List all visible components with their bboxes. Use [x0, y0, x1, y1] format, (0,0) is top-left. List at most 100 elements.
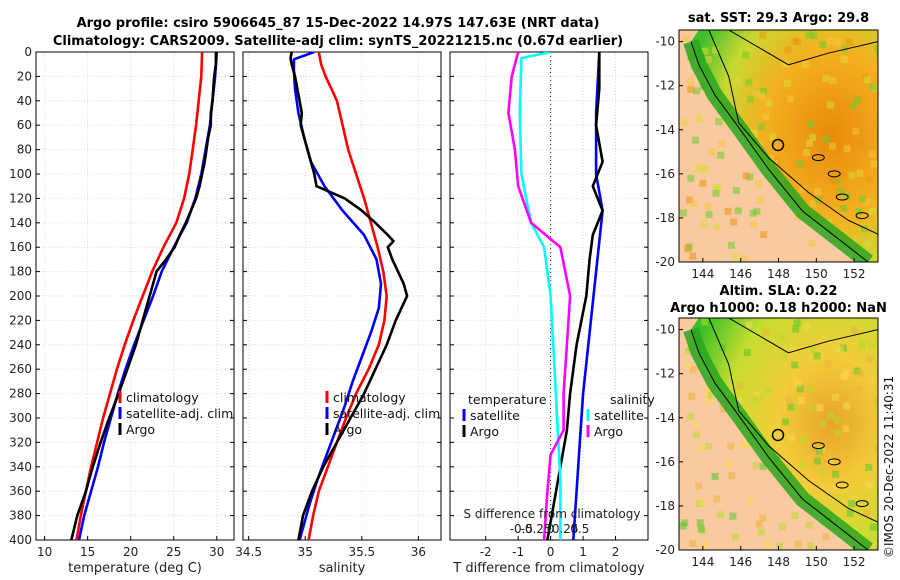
sst-map: 144 146 148 150 152 -10 -12 -14 -16 -18 -20 sat. SS… — [655, 11, 879, 281]
field-cell — [745, 78, 753, 86]
field-cell — [784, 80, 792, 87]
field-cell — [750, 221, 758, 229]
field-cell — [760, 87, 768, 95]
field-cell — [806, 139, 814, 147]
field-cell — [687, 78, 695, 86]
field-cell — [685, 196, 693, 204]
field-cell — [787, 403, 795, 411]
field-cell — [713, 223, 721, 231]
field-cell — [829, 142, 836, 150]
field-cell — [876, 52, 878, 60]
field-cell — [814, 188, 821, 196]
field-cell — [752, 462, 760, 470]
field-cell — [865, 176, 873, 184]
series-line-satellite-adj-clim — [292, 52, 383, 540]
reef-outline — [811, 154, 825, 162]
field-cell — [863, 509, 871, 517]
x-tick-label: 35 — [298, 545, 313, 559]
bathymetry-contour — [728, 30, 878, 66]
field-cell — [715, 118, 723, 126]
map-x-tick-label: 144 — [691, 267, 714, 281]
field-cell — [808, 404, 816, 412]
x-axis-label: temperature (deg C) — [68, 561, 202, 576]
field-cell — [735, 397, 743, 405]
field-cell — [803, 323, 811, 330]
series-line-temperature-satellite — [572, 52, 604, 540]
y-tick-label: 240 — [9, 338, 32, 352]
field-cell — [712, 183, 720, 191]
field-cell — [836, 346, 844, 354]
field-cell — [792, 325, 800, 333]
legend-entry: Argo — [333, 422, 362, 437]
field-cell — [819, 41, 827, 49]
field-cell — [808, 239, 816, 247]
field-cell — [687, 174, 695, 182]
field-cell — [719, 343, 727, 351]
field-cell — [827, 101, 834, 109]
legend-entry: climatology — [333, 390, 406, 405]
field-cell — [776, 542, 783, 550]
field-cell — [852, 127, 860, 135]
map-content — [679, 30, 878, 262]
map-y-tick-label: -20 — [655, 543, 675, 557]
field-cell — [781, 60, 789, 68]
field-cell — [717, 151, 725, 159]
field-cell — [759, 463, 767, 470]
field-cell — [689, 366, 697, 374]
map-y-tick-label: -10 — [655, 35, 675, 49]
field-cell — [856, 169, 864, 177]
field-cell — [746, 173, 754, 181]
reef-outline — [835, 193, 849, 201]
legend-entry: Argo — [594, 424, 623, 439]
map-y-tick-label: -14 — [655, 411, 675, 425]
y-tick-label: 340 — [9, 460, 32, 474]
field-cell — [696, 519, 704, 527]
field-cell — [778, 333, 786, 341]
field-cell — [807, 542, 815, 550]
series-line-climatology — [75, 52, 204, 540]
chart-difference-profile: -2 -1 0 1 2 T difference from climatology temp… — [449, 51, 655, 576]
y-tick-label: 20 — [17, 69, 32, 83]
field-cell — [763, 540, 771, 548]
field-cell — [848, 500, 856, 508]
field-cell — [756, 197, 764, 205]
field-cell — [713, 495, 721, 503]
map-y-tick-label: -18 — [655, 499, 675, 513]
field-cell — [743, 442, 751, 450]
x-tick-label: 30 — [209, 545, 224, 559]
field-cell — [801, 61, 809, 69]
y-tick-label: 80 — [17, 143, 32, 157]
field-cell — [797, 397, 805, 404]
secondary-x-tick-label: -0.5 — [510, 522, 533, 536]
map-x-tick-label: 146 — [729, 267, 752, 281]
field-cell — [689, 252, 697, 260]
field-cell — [781, 418, 789, 426]
x-axis-label: salinity — [319, 561, 366, 576]
field-cell — [876, 260, 878, 262]
field-cell — [799, 185, 807, 193]
field-cell — [753, 391, 761, 399]
field-cell — [697, 445, 705, 453]
field-cell — [865, 463, 873, 471]
map-title-sst: sat. SST: 29.3 Argo: 29.8 — [688, 11, 869, 26]
map-content — [679, 318, 878, 550]
field-cell — [745, 321, 753, 329]
bathymetry-contour — [708, 30, 878, 235]
field-cell — [842, 369, 850, 377]
field-cell — [831, 394, 839, 402]
field-cell — [817, 108, 825, 116]
field-cell — [794, 379, 802, 387]
legend-entry: satellite — [594, 408, 644, 423]
x-tick-label: 10 — [37, 545, 52, 559]
secondary-axis-label: S difference from climatology — [464, 507, 641, 521]
field-cell — [732, 533, 739, 541]
field-cell — [863, 76, 871, 84]
field-cell — [718, 140, 726, 148]
field-cell — [750, 396, 758, 404]
field-cell — [834, 429, 842, 437]
field-cell — [809, 200, 817, 208]
argo-float-marker — [771, 138, 785, 152]
field-cell — [793, 319, 801, 327]
y-tick-label: 360 — [9, 484, 32, 498]
y-tick-label: 200 — [9, 289, 32, 303]
